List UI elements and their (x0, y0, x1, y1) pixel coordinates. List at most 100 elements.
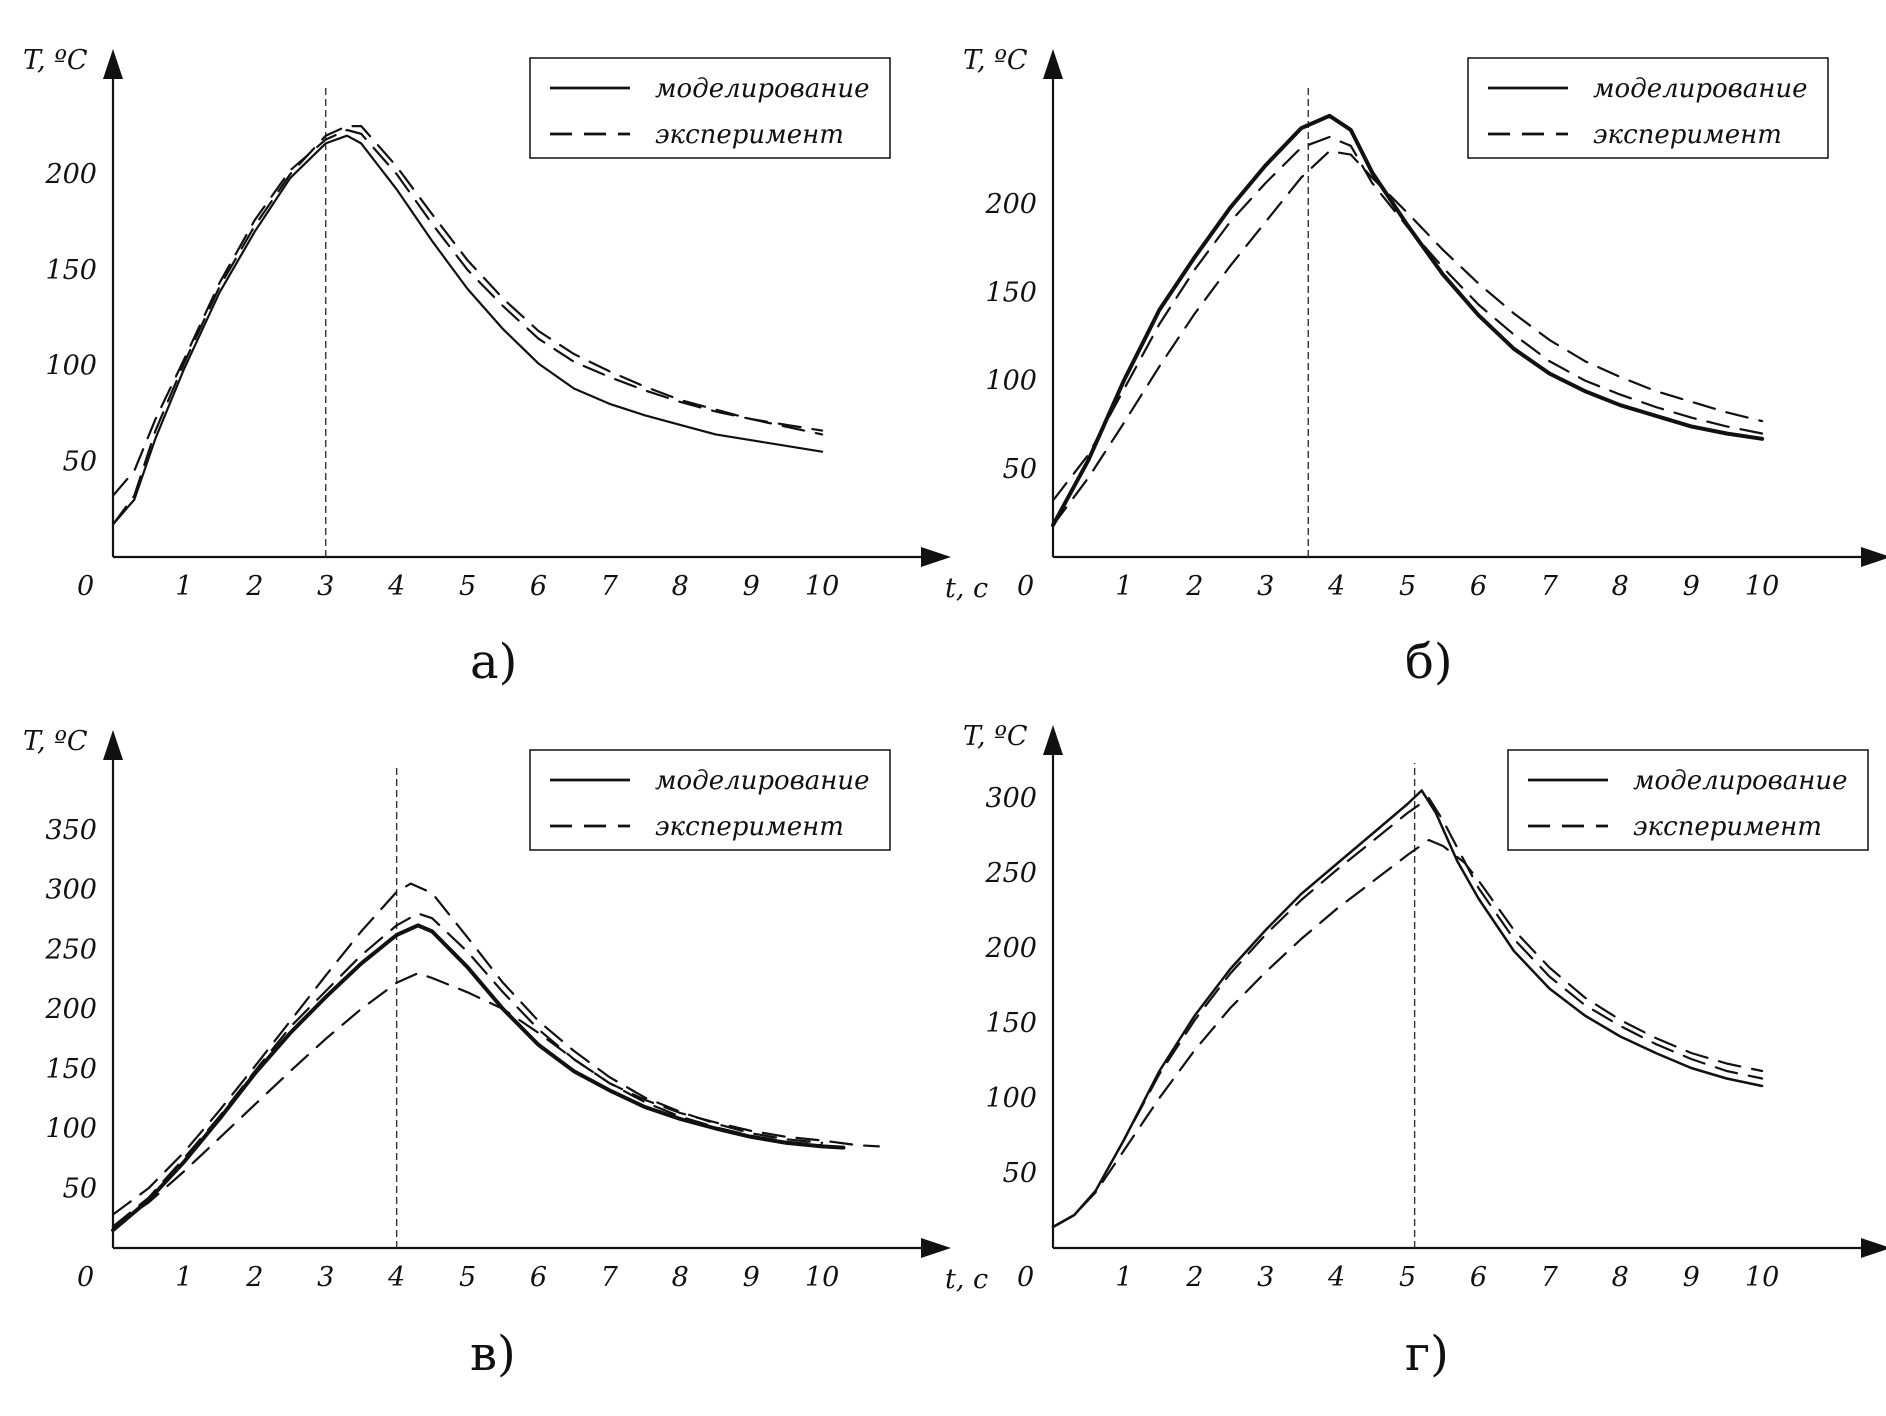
legend-label: моделирование (655, 74, 870, 104)
x-tick-label: 10 (805, 1262, 839, 1293)
panel-label: а) (470, 634, 517, 690)
experiment-line-2 (111, 128, 824, 497)
x-tick-label: 8 (672, 571, 689, 602)
x-tick-label: 8 (1612, 571, 1629, 602)
experiment-line-4 (111, 972, 880, 1228)
x-axis-arrow (1861, 1238, 1886, 1258)
x-tick-label: 2 (1185, 571, 1203, 602)
y-tick-label: 150 (45, 255, 97, 286)
y-tick-label: 200 (44, 994, 97, 1025)
x-tick-label: 1 (175, 1262, 192, 1293)
x-tick-label: 7 (1541, 571, 1559, 602)
x-tick-label: 5 (1399, 1262, 1416, 1293)
x-tick-label: 3 (317, 1262, 334, 1293)
origin-label: 0 (77, 571, 94, 602)
simulation-line-1 (1051, 789, 1764, 1229)
y-tick-label: 250 (984, 858, 1037, 889)
y-tick-label: 50 (63, 1173, 97, 1204)
x-tick-label: 9 (1683, 1262, 1700, 1293)
y-tick-label: 50 (1003, 454, 1037, 485)
y-tick-label: 250 (44, 934, 97, 965)
x-tick-label: 10 (805, 571, 839, 602)
x-tick-label: 3 (317, 571, 334, 602)
x-tick-label: 2 (245, 571, 263, 602)
x-tick-label: 2 (1185, 1262, 1203, 1293)
x-tick-label: 8 (672, 1262, 689, 1293)
y-tick-label: 300 (985, 783, 1037, 814)
simulation-line-1 (1051, 113, 1765, 528)
panel-2: T, ºCt, с01234567891050100150200моделиро… (963, 45, 1886, 690)
legend-box (529, 749, 891, 851)
x-tick-label: 1 (1115, 1262, 1132, 1293)
x-axis-arrow (1861, 547, 1886, 567)
origin-label: 0 (77, 1262, 94, 1293)
experiment-line-3 (111, 125, 824, 526)
y-tick-label: 50 (1003, 1158, 1037, 1189)
y-tick-label: 200 (44, 159, 97, 190)
y-axis-arrow (1043, 725, 1063, 755)
y-tick-label: 150 (985, 277, 1037, 308)
panel-4: T, ºCt, с01234567891050100150200250300мо… (963, 721, 1886, 1382)
x-tick-label: 6 (1470, 571, 1487, 602)
x-tick-label: 10 (1745, 571, 1779, 602)
x-axis-label: t, с (945, 573, 988, 604)
x-tick-label: 3 (1257, 571, 1274, 602)
panel-3: T, ºC t, с 0 1 2 3 4 5 6 7 8 9 10 50 100 150 200 250 300 35… (23, 726, 988, 1382)
x-tick-label: 5 (459, 571, 476, 602)
x-tick-label: 7 (1541, 1262, 1559, 1293)
experiment-line-3 (1051, 150, 1764, 527)
x-axis-arrow (921, 547, 951, 567)
x-tick-label: 7 (601, 571, 619, 602)
legend-label: эксперимент (1593, 120, 1782, 150)
simulation-line-1 (111, 134, 824, 526)
x-tick-label: 2 (245, 1262, 263, 1293)
legend-label: эксперимент (1633, 812, 1822, 842)
x-tick-label: 9 (743, 1262, 760, 1293)
y-tick-label: 100 (45, 1114, 97, 1145)
x-tick-label: 7 (601, 1262, 619, 1293)
x-tick-label: 4 (387, 571, 405, 602)
experiment-line-2 (111, 882, 824, 1216)
legend: моделирование эксперимент (1467, 57, 1829, 159)
legend: моделирование эксперимент (1507, 749, 1869, 851)
x-tick-label: 9 (743, 571, 760, 602)
origin-label: 0 (1017, 1262, 1034, 1293)
x-tick-label: 1 (175, 571, 192, 602)
legend-label: эксперимент (655, 812, 844, 842)
y-tick-label: 350 (45, 815, 97, 846)
x-tick-label: 6 (530, 571, 547, 602)
y-tick-label: 50 (63, 446, 97, 477)
panel-label: в) (470, 1326, 516, 1382)
y-tick-label: 100 (985, 366, 1037, 397)
x-axis-arrow (921, 1238, 951, 1258)
y-tick-label: 100 (985, 1083, 1037, 1114)
legend-label: моделирование (655, 766, 870, 796)
x-tick-label: 6 (1470, 1262, 1487, 1293)
x-tick-label: 4 (1327, 1262, 1345, 1293)
y-axis-label: T, ºC (963, 45, 1028, 76)
x-tick-label: 6 (530, 1262, 547, 1293)
x-tick-label: 10 (1745, 1262, 1779, 1293)
y-tick-label: 150 (45, 1054, 97, 1085)
y-axis-label: T, ºC (963, 721, 1028, 752)
y-axis-arrow (103, 730, 123, 760)
experiment-line-2 (1051, 135, 1764, 502)
legend-label: эксперимент (655, 120, 844, 150)
y-tick-label: 200 (984, 189, 1037, 220)
x-axis-label: t, с (945, 1264, 988, 1295)
legend-label: моделирование (1593, 74, 1808, 104)
y-tick-label: 200 (984, 933, 1037, 964)
experiment-line-3 (1051, 838, 1764, 1229)
y-axis-label: T, ºC (23, 45, 88, 76)
origin-label: 0 (1017, 571, 1034, 602)
x-tick-label: 4 (387, 1262, 405, 1293)
panel-1: T, ºC t, с 0 1 2 3 4 5 6 7 8 9 10 50 100 150 200 моделиро… (23, 45, 988, 690)
x-tick-label: 3 (1257, 1262, 1274, 1293)
y-tick-label: 100 (45, 351, 97, 382)
legend-box (1507, 749, 1869, 851)
experiment-line-3 (111, 912, 824, 1228)
y-axis-arrow (103, 49, 123, 79)
x-tick-label: 1 (1115, 571, 1132, 602)
x-tick-label: 8 (1612, 1262, 1629, 1293)
